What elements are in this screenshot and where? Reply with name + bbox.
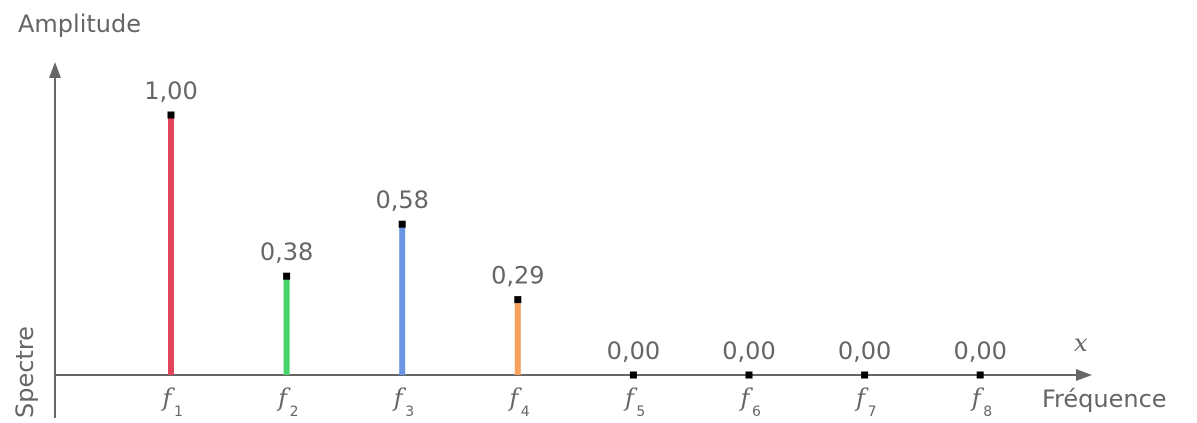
tick-subscript-f7: 7: [868, 404, 877, 420]
bar-marker-f8: [976, 371, 984, 379]
tick-subscript-f6: 6: [752, 404, 761, 420]
bar-marker-f6: [745, 371, 753, 379]
value-label-f7: 0,00: [838, 337, 891, 365]
value-label-f5: 0,00: [607, 337, 660, 365]
bar-marker-f3: [398, 220, 406, 228]
x-variable-label: x: [1074, 329, 1088, 357]
tick-subscript-f1: 1: [174, 404, 183, 420]
value-label-f2: 0,38: [260, 238, 313, 266]
y-axis-title: Amplitude: [18, 10, 141, 38]
bars-group: 1,00f 10,38f 20,58f 30,29f 40,00f 50,00f 60,00…: [144, 77, 1007, 420]
bar-marker-f1: [167, 111, 175, 119]
value-label-f1: 1,00: [144, 77, 197, 105]
tick-subscript-f2: 2: [290, 404, 299, 420]
tick-subscript-f3: 3: [405, 404, 414, 420]
value-label-f3: 0,58: [375, 186, 428, 214]
value-label-f4: 0,29: [491, 262, 544, 290]
tick-subscript-f8: 8: [983, 404, 992, 420]
value-label-f6: 0,00: [722, 337, 775, 365]
value-label-f8: 0,00: [953, 337, 1006, 365]
tick-subscript-f5: 5: [636, 404, 645, 420]
x-axis-title: Fréquence: [1042, 385, 1167, 413]
bar-marker-f5: [629, 371, 637, 379]
y-axis-arrow: [49, 62, 61, 78]
bar-marker-f4: [514, 296, 522, 304]
bar-marker-f2: [283, 272, 291, 280]
tick-subscript-f4: 4: [521, 404, 530, 420]
bar-marker-f7: [861, 371, 869, 379]
x-axis-arrow: [1076, 369, 1092, 381]
side-label: Spectre: [11, 326, 39, 418]
